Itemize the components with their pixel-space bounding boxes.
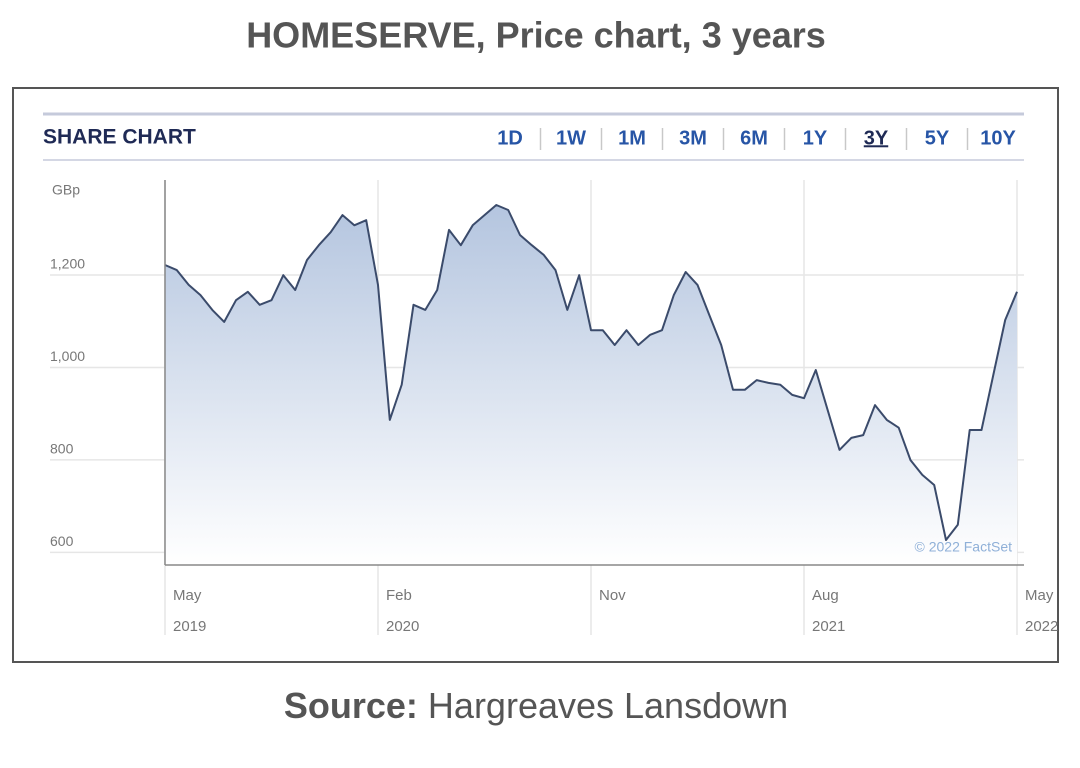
range-button[interactable]: 1M: [618, 127, 646, 149]
y-tick-label: 1,200: [50, 256, 85, 272]
y-tick-label: 600: [50, 533, 74, 549]
x-tick-label: May 2022: [1025, 587, 1058, 635]
range-button[interactable]: 1Y: [803, 127, 828, 149]
x-tick-label: May 2019: [173, 587, 206, 635]
y-unit: GBp: [52, 182, 80, 198]
range-button[interactable]: 3Y: [864, 127, 889, 149]
source-text: Hargreaves Lansdown: [428, 685, 788, 726]
y-tick-label: 1,000: [50, 348, 85, 364]
attribution: © 2022 FactSet: [915, 539, 1013, 555]
y-tick-label: 800: [50, 441, 74, 457]
x-tick-label: Feb 2020: [386, 587, 419, 635]
x-tick-label: Nov: [599, 587, 626, 604]
source: Source: Hargreaves Lansdown: [284, 685, 788, 726]
source-label: Source:: [284, 685, 418, 726]
x-tick-label: Aug 2021: [812, 587, 845, 635]
range-button[interactable]: 3M: [679, 127, 707, 149]
chart-title: HOMESERVE, Price chart, 3 years: [246, 15, 826, 56]
header: SHARE CHART: [43, 126, 196, 149]
range-button[interactable]: 6M: [740, 127, 768, 149]
range-button[interactable]: 5Y: [925, 127, 950, 149]
line: [164, 204, 1018, 541]
range-button[interactable]: 10Y: [980, 127, 1016, 149]
range-button[interactable]: 1W: [556, 127, 586, 149]
range-button[interactable]: 1D: [497, 127, 523, 149]
